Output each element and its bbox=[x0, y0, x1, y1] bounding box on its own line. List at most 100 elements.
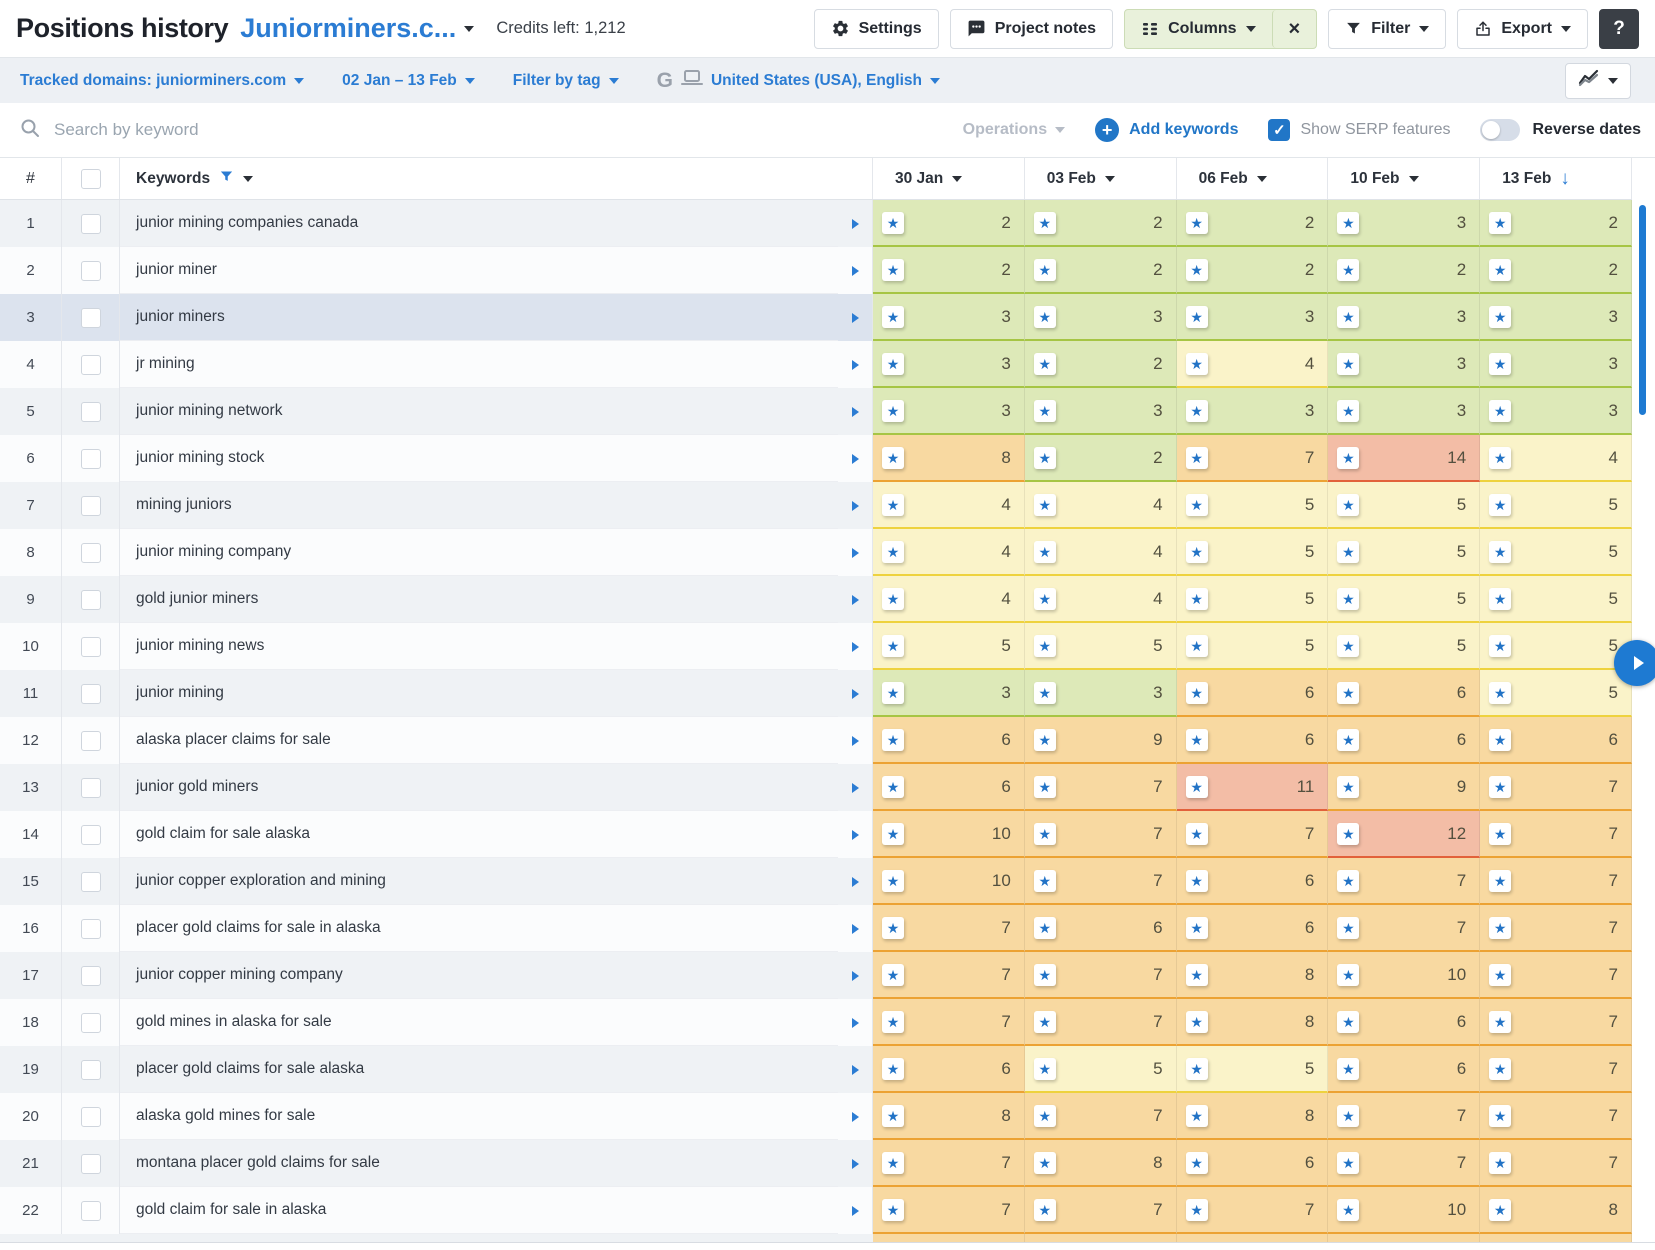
expand-arrow-icon[interactable] bbox=[851, 688, 859, 699]
position-cell[interactable]: ★ 7 bbox=[1024, 858, 1177, 905]
columns-button[interactable]: Columns bbox=[1125, 10, 1271, 48]
position-cell[interactable]: ★ 5 bbox=[873, 623, 1025, 670]
position-cell[interactable]: ★ 6 bbox=[873, 717, 1025, 764]
search-input[interactable] bbox=[54, 120, 963, 140]
position-cell[interactable]: ★ 8 bbox=[873, 1093, 1025, 1140]
row-checkbox[interactable] bbox=[80, 824, 101, 845]
position-cell[interactable]: ★ 3 bbox=[1176, 388, 1329, 435]
position-cell[interactable]: ★ 7 bbox=[873, 1140, 1025, 1187]
position-cell[interactable]: ★ 5 bbox=[1328, 576, 1481, 623]
keyword-cell[interactable]: gold mines in alaska for sale bbox=[120, 999, 838, 1046]
position-cell[interactable]: ★ 5 bbox=[1328, 482, 1481, 529]
position-cell[interactable]: ★ 3 bbox=[1024, 388, 1177, 435]
keyword-cell[interactable]: junior mining company bbox=[120, 529, 838, 576]
position-cell[interactable]: ★ 6 bbox=[1176, 717, 1329, 764]
keyword-cell[interactable]: montana placer gold claims for sale bbox=[120, 1140, 838, 1187]
position-cell[interactable]: ★ 2 bbox=[873, 247, 1025, 294]
position-cell[interactable]: ★ 7 bbox=[1024, 999, 1177, 1046]
position-cell[interactable]: ★ 7 bbox=[1328, 905, 1481, 952]
row-checkbox[interactable] bbox=[80, 636, 101, 657]
chevron-down-icon[interactable] bbox=[243, 175, 254, 182]
position-cell[interactable]: ★ 10 bbox=[873, 811, 1025, 858]
date-range-dropdown[interactable]: 02 Jan – 13 Feb bbox=[342, 72, 475, 90]
position-cell[interactable]: ★ 2 bbox=[1480, 247, 1632, 294]
position-cell[interactable]: ★ 3 bbox=[1480, 388, 1632, 435]
keyword-cell[interactable]: junior mining network bbox=[120, 388, 838, 435]
expand-arrow-icon[interactable] bbox=[851, 1158, 859, 1169]
position-cell[interactable]: ★ 2 bbox=[1176, 200, 1329, 247]
position-cell[interactable]: ★ 5 bbox=[1328, 529, 1481, 576]
expand-arrow-icon[interactable] bbox=[851, 594, 859, 605]
position-cell[interactable]: ★ 3 bbox=[1328, 200, 1481, 247]
position-cell[interactable]: ★ 4 bbox=[873, 529, 1025, 576]
expand-arrow-icon[interactable] bbox=[851, 453, 859, 464]
position-cell[interactable]: ★ 6 bbox=[1176, 1140, 1329, 1187]
keyword-cell[interactable]: junior miners bbox=[120, 294, 838, 341]
position-cell[interactable]: ★ 5 bbox=[1176, 1046, 1329, 1093]
date-column-header[interactable]: 30 Jan bbox=[873, 158, 1025, 199]
row-checkbox[interactable] bbox=[80, 213, 101, 234]
position-cell[interactable]: ★ 3 bbox=[1024, 670, 1177, 717]
chart-view-button[interactable] bbox=[1565, 62, 1631, 99]
expand-arrow-icon[interactable] bbox=[851, 876, 859, 887]
row-checkbox[interactable] bbox=[80, 1059, 101, 1080]
keyword-cell[interactable]: junior copper exploration and mining bbox=[120, 858, 838, 905]
position-cell[interactable]: ★ 5 bbox=[1480, 529, 1632, 576]
position-cell[interactable]: ★ 7 bbox=[1480, 952, 1632, 999]
position-cell[interactable]: ★ 5 bbox=[1024, 1046, 1177, 1093]
export-button[interactable]: Export bbox=[1457, 8, 1588, 49]
date-column-header[interactable]: 03 Feb bbox=[1025, 158, 1177, 199]
position-cell[interactable]: ★ 7 bbox=[1024, 811, 1177, 858]
position-cell[interactable]: ★ 4 bbox=[1176, 341, 1329, 388]
position-cell[interactable]: ★ 6 bbox=[1328, 999, 1481, 1046]
row-checkbox[interactable] bbox=[80, 448, 101, 469]
filter-button[interactable]: Filter bbox=[1328, 8, 1447, 49]
position-cell[interactable]: ★ 7 bbox=[1480, 858, 1632, 905]
position-cell[interactable]: ★ 7 bbox=[1480, 905, 1632, 952]
position-cell[interactable]: ★ 5 bbox=[1176, 623, 1329, 670]
position-cell[interactable]: ★ 10 bbox=[1328, 1187, 1481, 1234]
position-cell[interactable]: ★ 7 bbox=[1328, 1093, 1481, 1140]
row-checkbox[interactable] bbox=[80, 965, 101, 986]
position-cell[interactable]: ★ 8 bbox=[1480, 1187, 1632, 1234]
position-cell[interactable]: ★ 7 bbox=[873, 999, 1025, 1046]
expand-arrow-icon[interactable] bbox=[851, 970, 859, 981]
position-cell[interactable]: ★ 7 bbox=[1480, 811, 1632, 858]
position-cell[interactable]: ★ 7 bbox=[1176, 1187, 1329, 1234]
row-checkbox[interactable] bbox=[80, 1106, 101, 1127]
row-checkbox[interactable] bbox=[80, 1012, 101, 1033]
position-cell[interactable]: ★ 5 bbox=[1480, 623, 1632, 670]
position-cell[interactable]: ★ 5 bbox=[1176, 529, 1329, 576]
position-cell[interactable]: ★ 4 bbox=[1024, 482, 1177, 529]
row-checkbox[interactable] bbox=[80, 1153, 101, 1174]
keyword-cell[interactable]: gold claim for sale alaska bbox=[120, 811, 838, 858]
position-cell[interactable]: ★ 3 bbox=[1328, 294, 1481, 341]
position-cell[interactable]: ★ 4 bbox=[1480, 435, 1632, 482]
date-column-header[interactable]: 06 Feb bbox=[1177, 158, 1329, 199]
expand-arrow-icon[interactable] bbox=[851, 829, 859, 840]
expand-arrow-icon[interactable] bbox=[851, 547, 859, 558]
row-checkbox[interactable] bbox=[80, 918, 101, 939]
position-cell[interactable]: ★ 4 bbox=[1024, 576, 1177, 623]
position-cell[interactable]: ★ 7 bbox=[1176, 811, 1329, 858]
expand-arrow-icon[interactable] bbox=[851, 1205, 859, 1216]
keyword-cell[interactable]: mining juniors bbox=[120, 482, 838, 529]
row-checkbox[interactable] bbox=[80, 777, 101, 798]
position-cell[interactable]: ★ 10 bbox=[873, 858, 1025, 905]
position-cell[interactable]: ★ 5 bbox=[1328, 623, 1481, 670]
position-cell[interactable]: ★ 6 bbox=[1480, 717, 1632, 764]
position-cell[interactable]: ★ 2 bbox=[873, 200, 1025, 247]
expand-arrow-icon[interactable] bbox=[851, 641, 859, 652]
position-cell[interactable]: ★ 3 bbox=[1480, 341, 1632, 388]
expand-arrow-icon[interactable] bbox=[851, 1064, 859, 1075]
position-cell[interactable]: ★ 7 bbox=[1328, 858, 1481, 905]
filter-by-tag-dropdown[interactable]: Filter by tag bbox=[513, 72, 619, 90]
expand-arrow-icon[interactable] bbox=[851, 312, 859, 323]
row-checkbox[interactable] bbox=[80, 260, 101, 281]
horizontal-scroll-track[interactable] bbox=[0, 1242, 1655, 1250]
position-cell[interactable]: ★ 6 bbox=[1176, 670, 1329, 717]
operations-dropdown[interactable]: Operations bbox=[963, 121, 1066, 139]
position-cell[interactable]: ★ 6 bbox=[1176, 905, 1329, 952]
position-cell[interactable]: ★ 3 bbox=[1024, 294, 1177, 341]
position-cell[interactable]: ★ 2 bbox=[1024, 247, 1177, 294]
